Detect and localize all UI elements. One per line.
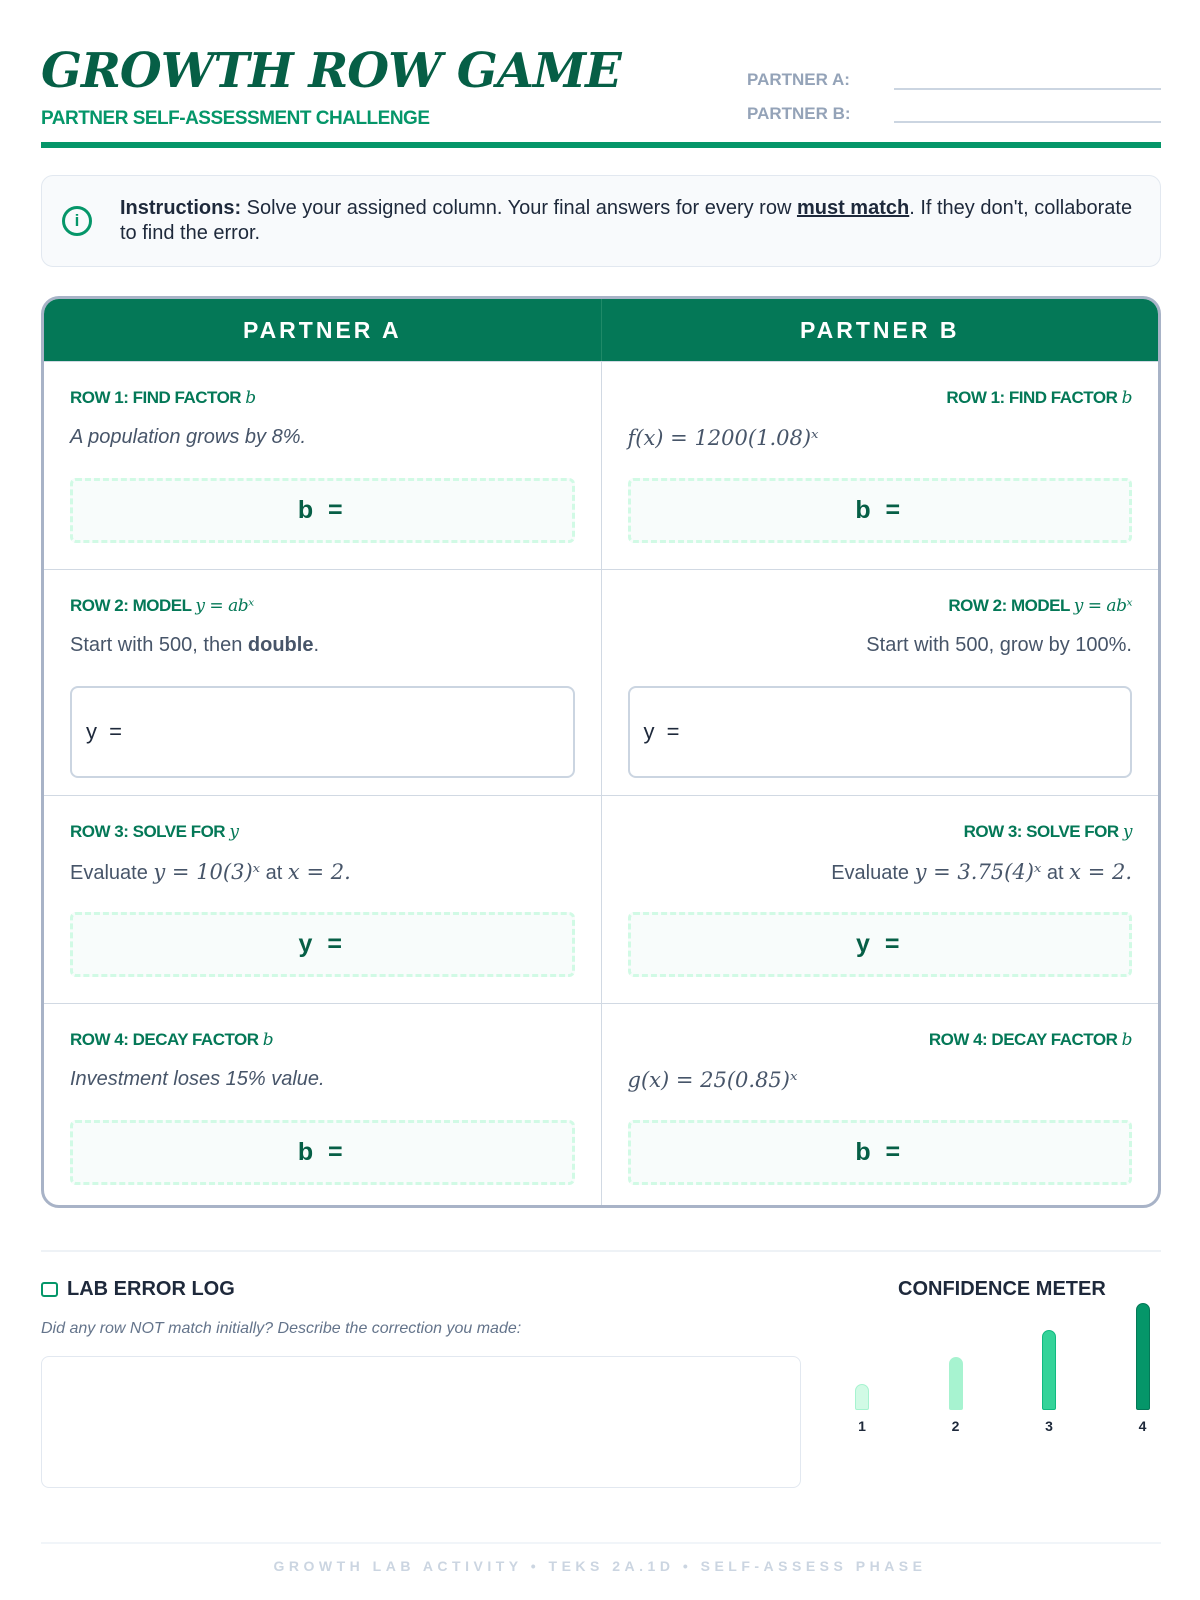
table-row: ROW 3: SOLVE FOR y Evaluate y = 10(3)ˣ a… [44, 795, 1158, 1003]
cell-b: ROW 3: SOLVE FOR y Evaluate y = 3.75(4)ˣ… [600, 796, 1159, 1003]
page-subtitle: PARTNER SELF-ASSESSMENT CHALLENGE [41, 108, 430, 129]
cell-b: ROW 4: DECAY FACTOR b g(x) = 25(0.85)ˣ b… [600, 1004, 1159, 1205]
confidence-level-4[interactable] [1135, 1303, 1150, 1410]
prompt-math: g(x) = 25(0.85)ˣ [627, 1068, 798, 1092]
answer-box[interactable]: b = [70, 1120, 575, 1185]
answer-box[interactable]: y = [627, 912, 1132, 977]
confidence-level-2[interactable] [948, 1357, 963, 1410]
confidence-meter-title: CONFIDENCE METER [898, 1278, 1106, 1300]
answer-box[interactable]: b = [627, 1120, 1132, 1185]
confidence-level-label: 4 [1138, 1418, 1147, 1434]
prompt: Evaluate y = 10(3)ˣ at x = 2. [70, 860, 351, 884]
row-label: ROW 4: DECAY FACTOR b [928, 1030, 1133, 1050]
info-icon: i [62, 206, 92, 236]
header: GROWTH ROW GAME PARTNER SELF-ASSESSMENT … [41, 44, 1161, 148]
confidence-level-label: 3 [1045, 1418, 1053, 1434]
instructions-part: . If they don't, collaborate to find the… [120, 197, 1133, 244]
row-label: ROW 4: DECAY FACTOR b [70, 1030, 274, 1050]
prompt: Start with 500, then double. [70, 634, 319, 656]
partner-table: PARTNER A PARTNER B ROW 1: FIND FACTOR b… [41, 296, 1161, 1208]
instructions-lead: Instructions: [120, 197, 242, 219]
row-label: ROW 1: FIND FACTOR b [946, 388, 1132, 408]
row-label: ROW 2: MODEL y = abˣ [948, 596, 1132, 616]
instructions-text: Instructions: Solve your assigned column… [120, 196, 1140, 246]
error-log-prompt: Did any row NOT match initially? Describ… [41, 1320, 522, 1337]
prompt: Start with 500, grow by 100%. [866, 634, 1132, 656]
error-log-textarea[interactable] [41, 1356, 801, 1488]
table-header: PARTNER A PARTNER B [44, 299, 1158, 361]
cell-b: ROW 1: FIND FACTOR b f(x) = 1200(1.08)ˣ … [600, 362, 1159, 569]
answer-box[interactable]: b = [627, 478, 1132, 543]
row-label: ROW 2: MODEL y = abˣ [70, 596, 254, 616]
page-title: GROWTH ROW GAME [41, 43, 622, 99]
footer-text: GROWTH LAB ACTIVITY • TEKS 2A.1D • SELF-… [273, 1558, 927, 1574]
column-header-partner-a: PARTNER A [242, 316, 402, 343]
column-header-partner-b: PARTNER B [600, 299, 1159, 361]
instructions-box: i Instructions: Solve your assigned colu… [41, 175, 1161, 267]
table-row: ROW 2: MODEL y = abˣ Start with 500, the… [44, 569, 1158, 795]
partner-b-name-line[interactable] [894, 121, 1161, 123]
answer-box[interactable]: b = [70, 478, 575, 543]
cell-a: ROW 3: SOLVE FOR y Evaluate y = 10(3)ˣ a… [44, 796, 601, 1003]
equation-input[interactable]: y = [70, 686, 575, 778]
partner-a-name-line[interactable] [894, 88, 1161, 90]
instructions-emphasis: must match [796, 197, 910, 219]
cell-a: ROW 1: FIND FACTOR b A population grows … [44, 362, 601, 569]
confidence-level-1[interactable] [855, 1384, 869, 1410]
row-label: ROW 1: FIND FACTOR b [70, 388, 256, 408]
table-row: ROW 1: FIND FACTOR b A population grows … [44, 361, 1158, 569]
answer-box[interactable]: y = [70, 912, 575, 977]
error-log-heading: LAB ERROR LOG [41, 1278, 235, 1301]
cell-b: ROW 2: MODEL y = abˣ Start with 500, gro… [600, 570, 1159, 795]
row-label: ROW 3: SOLVE FOR y [70, 822, 239, 842]
prompt-math: f(x) = 1200(1.08)ˣ [627, 426, 819, 450]
error-log-title: LAB ERROR LOG [67, 1278, 235, 1300]
confidence-level-label: 2 [951, 1418, 960, 1434]
cell-a: ROW 4: DECAY FACTOR b Investment loses 1… [44, 1004, 601, 1205]
prompt: A population grows by 8%. [70, 426, 307, 448]
partner-a-label: PARTNER A: [747, 70, 850, 89]
instructions-part: Solve your assigned column. Your final a… [241, 197, 797, 219]
row-label: ROW 3: SOLVE FOR y [963, 822, 1133, 842]
divider [41, 1250, 1161, 1252]
prompt: Evaluate y = 3.75(4)ˣ at x = 2. [831, 860, 1132, 884]
footer-divider [41, 1542, 1161, 1544]
table-row: ROW 4: DECAY FACTOR b Investment loses 1… [44, 1003, 1159, 1205]
message-square-icon [41, 1282, 58, 1297]
confidence-level-label: 1 [858, 1418, 866, 1434]
partner-b-label: PARTNER B: [747, 104, 851, 123]
equation-input[interactable]: y = [627, 686, 1132, 778]
prompt: Investment loses 15% value. [70, 1068, 325, 1090]
cell-a: ROW 2: MODEL y = abˣ Start with 500, the… [44, 570, 601, 795]
confidence-level-3[interactable] [1042, 1330, 1056, 1410]
